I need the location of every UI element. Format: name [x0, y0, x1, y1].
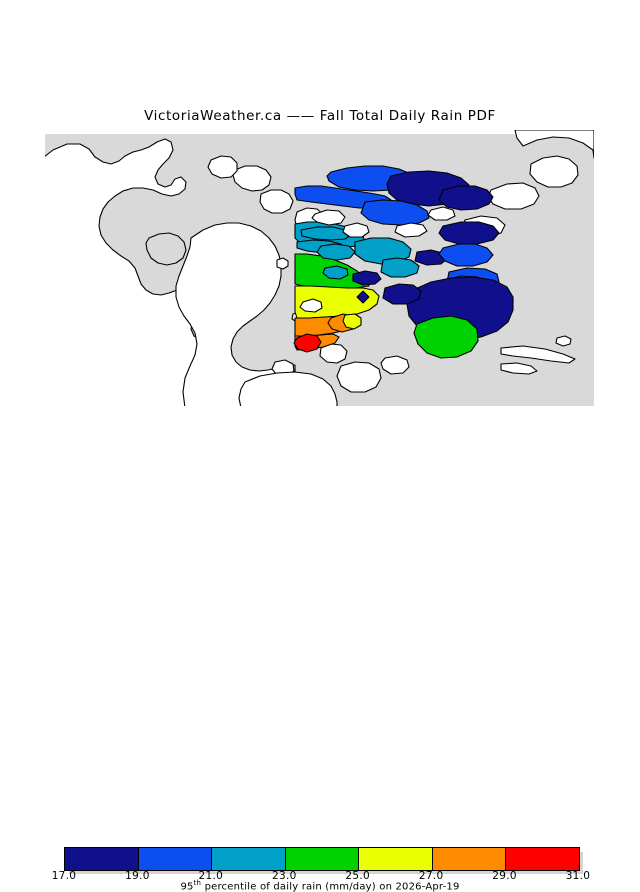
region-blue-islet-b: [322, 265, 349, 280]
colorbar-caption: 95th percentile of daily rain (mm/day) o…: [0, 879, 640, 892]
region-yellow-islet: [342, 313, 362, 330]
islet-far-east: [555, 335, 572, 347]
land-olympic: [238, 371, 338, 408]
region-marker-diamond: [356, 290, 370, 304]
page-title: VictoriaWeather.ca —— Fall Total Daily R…: [144, 108, 496, 124]
colorbar-segment-19-21[interactable]: [138, 848, 213, 870]
mask-channel-e: [427, 206, 456, 221]
land-olympic-b: [336, 361, 382, 393]
colorbar-segment-25-27[interactable]: [359, 848, 433, 870]
colorbar[interactable]: [64, 847, 580, 871]
caption-prefix: 95: [180, 881, 194, 892]
colorbar-segment-23-25[interactable]: [285, 848, 360, 870]
islet-d: [207, 155, 238, 179]
colorbar-area: 17.0 19.0 21.0 23.0 25.0 27.0 29.0 31.0 …: [0, 420, 640, 892]
islet-c: [232, 165, 272, 192]
region-cyan-island-b: [380, 257, 420, 278]
region-blue-arm: [360, 199, 430, 226]
caption-rest: percentile of daily rain (mm/day) on 202…: [201, 881, 460, 892]
colorbar-segment-27-29[interactable]: [432, 848, 507, 870]
mask-bay-c: [299, 298, 323, 313]
region-green-island: [413, 315, 479, 359]
land-northeast-b: [529, 155, 579, 188]
land-layer: [45, 130, 594, 408]
colorbar-segment-21-23[interactable]: [212, 848, 286, 870]
region-navy-island-a: [438, 221, 500, 245]
mask-harbour-b: [342, 222, 370, 238]
region-navy-island-c: [382, 283, 422, 305]
islet-g: [319, 343, 348, 364]
mask-channel-d: [394, 222, 428, 238]
land-vancouver-island-south: [175, 222, 296, 408]
land-inner-bay-a: [145, 232, 187, 266]
colorbar-segment-17-19[interactable]: [65, 848, 139, 870]
region-blue-island-a: [438, 243, 494, 267]
region-strip-cyan-a: [300, 226, 352, 241]
spit-east-a: [500, 345, 576, 364]
spit-east-b: [500, 362, 538, 375]
caption-superscript: th: [193, 879, 202, 887]
coast-mask-layer: [299, 206, 456, 313]
land-northeast-c: [487, 182, 540, 210]
region-blue-islet-a: [352, 270, 382, 286]
colorbar-segment-29-31[interactable]: [506, 848, 580, 870]
map-panel: [45, 130, 594, 408]
data-layer: [293, 165, 514, 359]
islet-a: [259, 189, 294, 214]
region-cyan-island-c: [316, 243, 356, 261]
land-olympic-c: [380, 355, 410, 375]
region-red-island: [293, 333, 322, 353]
region-north-island-navy2: [438, 185, 494, 211]
land-northwest-sky: [45, 130, 594, 134]
mask-harbour-a: [311, 209, 346, 226]
islet-e: [276, 257, 289, 270]
map-bottom-edge: [45, 406, 594, 408]
region-orange-yellow-islet: [327, 313, 362, 333]
map-svg: [45, 130, 594, 408]
land-northeast: [514, 130, 594, 159]
